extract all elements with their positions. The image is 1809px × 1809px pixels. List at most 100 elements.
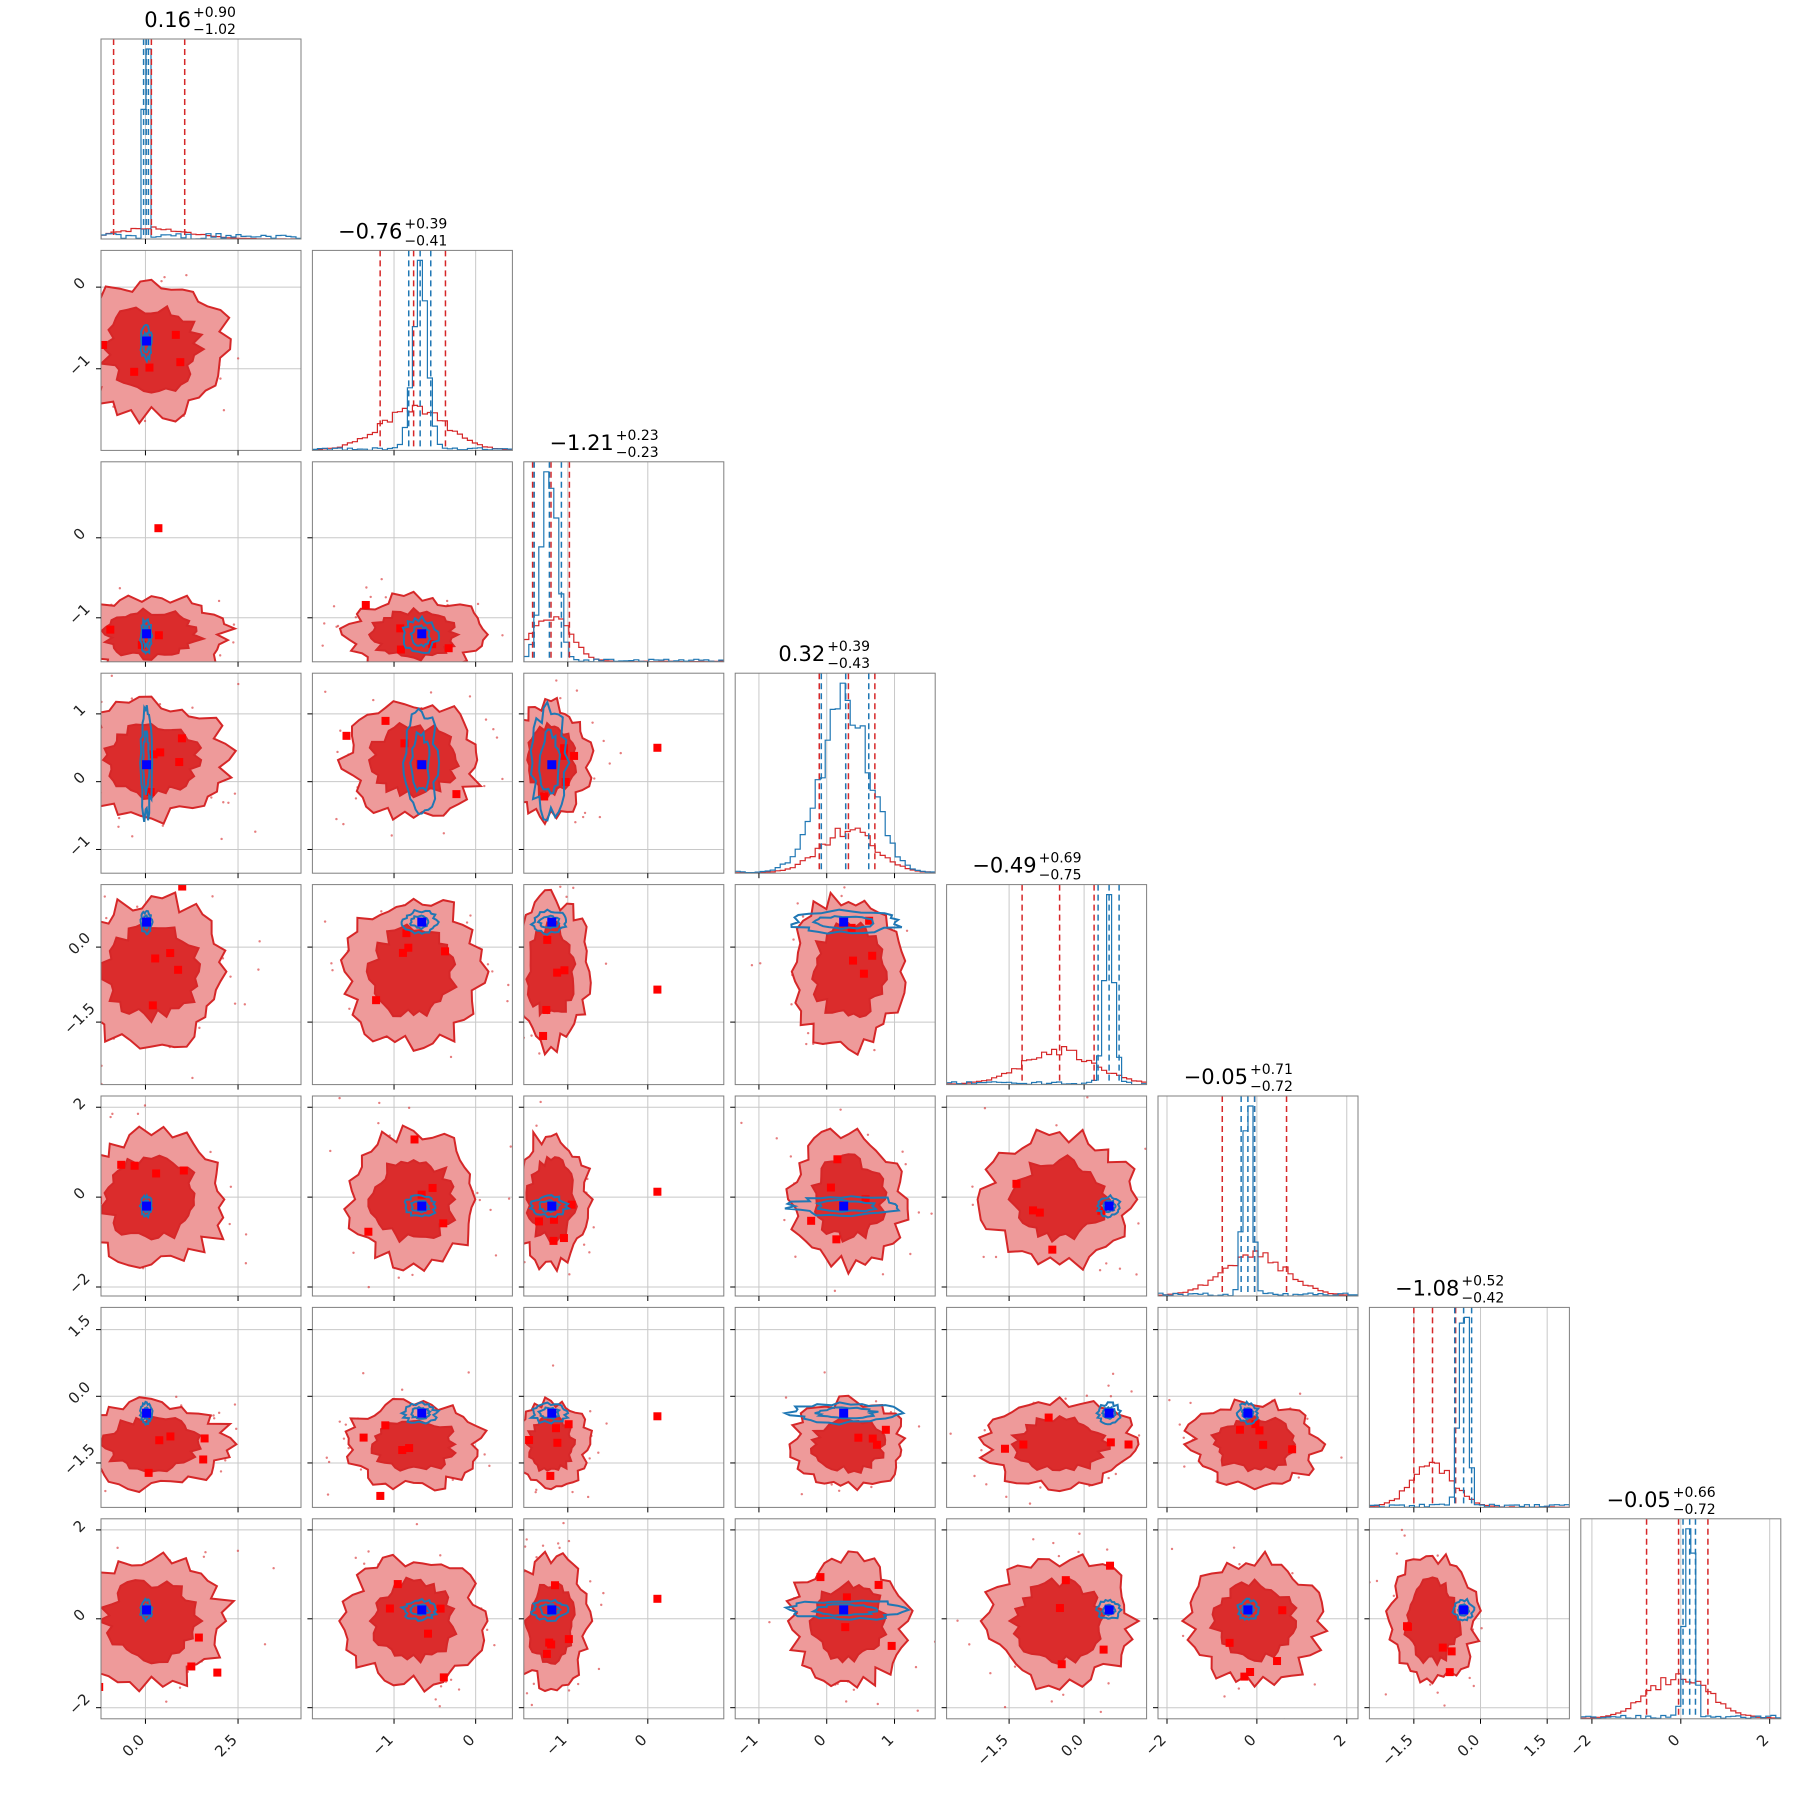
sample-dot [26, 396, 28, 398]
sample-dot [971, 1185, 974, 1188]
red-marker [444, 644, 453, 653]
panel-content [1158, 1096, 1358, 1296]
sample-dot [1077, 1550, 1080, 1554]
blue-contour-inner [814, 1198, 879, 1213]
sample-dot [917, 1211, 921, 1214]
sample-dot [562, 1521, 565, 1525]
blue-contour-outer [781, 1401, 906, 1426]
sample-dot [397, 1276, 400, 1279]
sample-dot [517, 1125, 519, 1127]
red-marker [1225, 1638, 1234, 1647]
sample-dot [505, 765, 507, 767]
sample-dot [484, 957, 486, 959]
sample-dot [588, 1251, 591, 1254]
sample-dot [212, 1414, 215, 1417]
sample-dot [1052, 1541, 1055, 1545]
sample-dot [792, 938, 795, 941]
sample-dot [1291, 1572, 1294, 1575]
y-tick-label: 0 [70, 525, 89, 544]
sample-dot [407, 1106, 411, 1110]
sample-dot [516, 1450, 518, 1452]
sample-dot [170, 670, 172, 672]
sample-dot [509, 1145, 512, 1148]
truth-marker [839, 1605, 849, 1615]
red-marker [361, 600, 370, 609]
red-marker [881, 1425, 890, 1434]
y-tick-label: 0 [70, 768, 89, 787]
red-marker [101, 1196, 103, 1205]
sample-dot [517, 1010, 519, 1012]
truth-marker [417, 629, 427, 639]
sample-dot [1114, 1472, 1118, 1476]
sample-dot [483, 1453, 486, 1456]
sample-dot [62, 1251, 64, 1253]
panel-content [329, 1096, 512, 1289]
blue-contour-inner [409, 1199, 431, 1214]
sample-dot [233, 1403, 237, 1406]
sample-dot [232, 623, 236, 626]
panel-title-minus: −0.42 [1461, 1290, 1504, 1306]
sample-dot [1003, 1705, 1007, 1709]
sample-dot [484, 718, 488, 721]
red-marker [546, 1471, 555, 1480]
sample-dot [1107, 1384, 1110, 1387]
blue-contour-inner [409, 623, 432, 649]
panel-frame [734, 1306, 936, 1508]
panel-content [26, 273, 240, 425]
blue-contour-outer [403, 1194, 437, 1218]
sample-dot [224, 1459, 227, 1462]
sample-dot [439, 1554, 442, 1557]
sample-dot [968, 1643, 971, 1646]
red-marker [396, 645, 405, 654]
y-tick-label: −1 [65, 600, 93, 628]
sample-dot [457, 1688, 461, 1691]
sample-dot [104, 1489, 107, 1493]
sample-dot [507, 983, 510, 987]
sample-dot [874, 1400, 878, 1403]
truth-marker [142, 629, 152, 639]
red-marker [372, 996, 381, 1005]
sample-dot [170, 677, 172, 679]
blue-contour-outer [401, 614, 441, 655]
sample-dot [117, 855, 119, 857]
panel-title: −1.21 [549, 431, 613, 455]
sample-dot [539, 1100, 542, 1104]
panel-content [101, 674, 257, 841]
red-contour-inner [1007, 1154, 1112, 1244]
sample-dot [823, 1371, 826, 1374]
y-tick-label: −1 [65, 351, 93, 379]
sample-dot [336, 750, 339, 754]
sample-dot [589, 1410, 592, 1413]
panel-title-plus: +0.90 [193, 5, 236, 21]
sample-dot [501, 1192, 503, 1194]
sample-dot [228, 663, 230, 665]
sample-dot [1039, 1486, 1042, 1489]
y-tick-label: −1.5 [60, 1440, 98, 1478]
panel-title: −0.49 [972, 854, 1036, 878]
sample-dot [583, 811, 587, 815]
red-marker [200, 1434, 209, 1443]
sample-dot [229, 975, 232, 978]
red-marker [540, 792, 549, 801]
sample-dot [78, 631, 80, 633]
sample-dot [1098, 1269, 1102, 1272]
truth-marker [547, 1201, 557, 1211]
sample-dot [115, 664, 117, 666]
panel-title: 0.16 [144, 8, 191, 32]
panel-title: −1.08 [1395, 1276, 1459, 1300]
sample-dot [131, 835, 134, 838]
red-marker [106, 625, 115, 634]
sample-dot [559, 885, 562, 888]
sample-dot [493, 1643, 496, 1647]
panel-frame [734, 884, 936, 1086]
sample-dot [109, 1115, 112, 1119]
sample-dot [91, 957, 93, 959]
sample-dot [254, 830, 257, 833]
sample-dot [523, 1545, 527, 1548]
red-contour-inner [101, 922, 202, 1024]
sample-dot [1129, 1686, 1131, 1688]
sample-dot [983, 1106, 987, 1110]
sample-dot [429, 691, 433, 694]
sample-dot [75, 578, 77, 580]
red-marker [130, 1161, 139, 1170]
